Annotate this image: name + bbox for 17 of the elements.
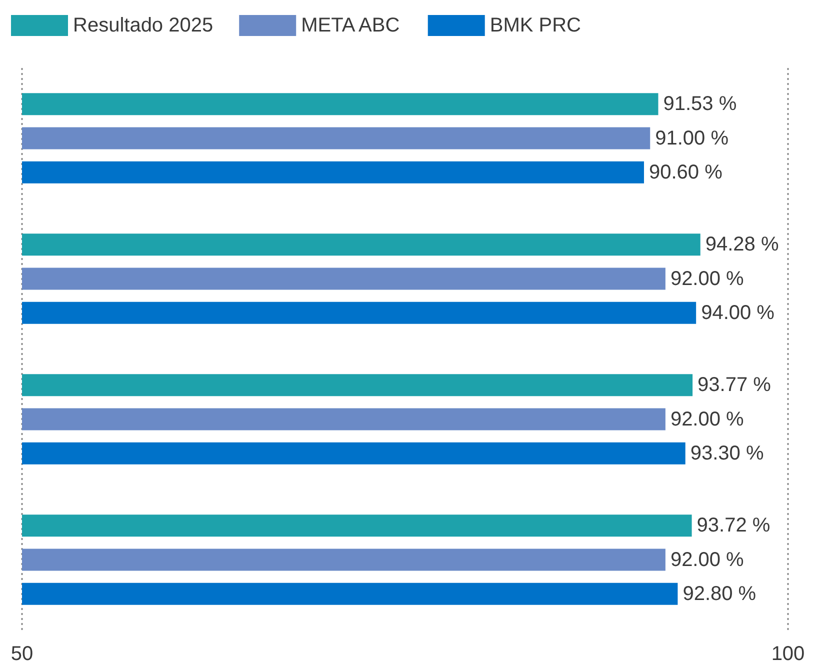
data-label: 92.00 %	[670, 548, 744, 571]
data-label: 93.72 %	[696, 514, 770, 537]
x-tick-label: 50	[10, 643, 34, 665]
data-label: 90.60 %	[648, 161, 723, 184]
data-label: 94.00 %	[701, 302, 775, 324]
data-label: 92.00 %	[670, 268, 744, 290]
data-label: 92.00 %	[670, 408, 744, 430]
data-label: 91.00 %	[655, 127, 729, 150]
data-label: 93.30 %	[690, 442, 764, 464]
x-tick-label: 100	[771, 643, 805, 665]
data-label: 91.53 %	[663, 93, 737, 116]
legend-label: BMK PRC	[490, 14, 581, 36]
data-label: 94.28 %	[705, 234, 779, 256]
data-label: 93.77 %	[698, 374, 772, 396]
data-label: 92.80 %	[682, 582, 756, 605]
legend-label: META ABC	[301, 14, 400, 36]
legend-label: Resultado 2025	[73, 14, 214, 36]
